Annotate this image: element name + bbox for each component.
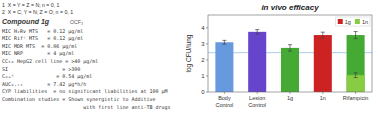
overlay-bar [347,75,365,92]
x-tick [290,92,291,94]
x-tick-label-line: 1g [287,95,293,101]
data-line: with first line anti-TB drugs [2,104,171,111]
y-tick-label: 3 [201,41,205,47]
y-tick-label: 4 [201,25,205,31]
chart-title: in vivo efficacy [261,3,319,12]
structure-label: 2 X = C; Y = N; Z = O; n = 0, 1 [2,9,73,15]
error-bar-cap [354,72,358,73]
data-line: AUC₀.₌ₜ = 7.42 μg*h/h [2,81,86,88]
error-bar-stem [257,30,258,34]
x-tick [355,92,356,94]
error-bar-cap [354,31,358,32]
compound-label: Compound 1g [2,18,50,26]
plot-area [208,30,372,92]
error-bar-cap [321,37,325,38]
error-bar [255,30,259,34]
x-tick [224,92,225,94]
error-bar-stem [224,40,225,44]
bar-chart: 01234BodyControlLesionControl1g1nRifampi… [185,3,372,108]
x-tick-label-line: Lesion [249,95,265,101]
plot-frame [208,15,372,92]
legend-swatch [338,19,343,24]
error-bar-cap [255,29,259,30]
y-axis-label: log CFU/lung [185,34,193,72]
figure: 1 X = Y = Z = N; n = 0, 12 X = C; Y = N;… [0,0,378,115]
error-bar [354,73,358,78]
legend-label: 1g [345,19,351,25]
x-tick-label: BodyControl [216,95,234,108]
x-tick-label: 1n [320,95,326,101]
error-bar-stem [322,32,323,38]
y-tick [206,92,208,93]
legend-label: 1n [362,19,368,25]
error-bar-cap [222,40,226,41]
y-tick-label: 1 [201,73,205,79]
substituent-label: OCF₃ [70,19,83,25]
x-tick [257,92,258,94]
data-line: CYP liabilities = no significant liabili… [2,88,168,95]
y-tick [206,27,208,28]
legend: 1g 1n [336,17,370,26]
background [0,0,378,115]
x-tick [322,92,323,94]
error-bar-stem [355,73,356,78]
x-tick-label-line: 1n [320,95,326,101]
bar [281,48,299,92]
x-tick-label-line: Control [248,102,266,108]
data-line: Cₘₐˣ = 0.54 μg/ml [2,73,92,80]
bar [347,35,365,92]
error-bar-cap [354,77,358,78]
data-line: SI = >300 [2,66,80,72]
data-line: MIC NRP = 4 μg/ml [2,50,74,57]
y-tick [206,75,208,76]
data-line: MIC Rifʳ MTS = 0.12 μg/ml [2,35,83,42]
x-tick-label-line: Control [216,102,234,108]
error-bar [288,45,292,51]
error-bar [354,32,358,39]
error-bar [222,40,226,44]
error-bar-cap [255,34,259,35]
error-bar-cap [321,32,325,33]
error-bar-stem [355,32,356,39]
x-tick-label-line: Body [218,95,231,101]
annotations: 1 X = Y = Z = N; n = 0, 12 X = C; Y = N;… [2,2,171,111]
structure-label: 1 X = Y = Z = N; n = 0, 1 [2,2,60,8]
bar [248,32,266,92]
error-bar [321,32,325,38]
x-tick-label: LesionControl [248,95,266,108]
error-bar-cap [222,44,226,45]
error-bar-cap [288,44,292,45]
y-tick-label: 0 [201,89,205,95]
data-line: MIC MDR MTS = 0.06 μg/ml [2,43,77,50]
y-tick-label: 2 [201,57,205,63]
legend-swatch [355,19,360,24]
error-bar-stem [290,45,291,51]
error-bar-cap [354,38,358,39]
error-bar-cap [288,51,292,52]
x-tick-label: Rifampicin [343,95,369,101]
x-tick-label-line: Rifampicin [343,95,369,101]
x-tick-label: 1g [287,95,293,101]
y-tick [206,43,208,44]
legend-box [336,17,370,26]
data-line: MIC H₂Rv MTS = 0.12 μg/ml [2,28,83,35]
data-line: CC₅₀ HepG2 cell line = >40 μg/ml [2,58,98,65]
data-line: Combination studies = Shown synergistic … [2,96,156,103]
y-tick [206,59,208,60]
bar [215,42,233,92]
bar [314,35,332,92]
